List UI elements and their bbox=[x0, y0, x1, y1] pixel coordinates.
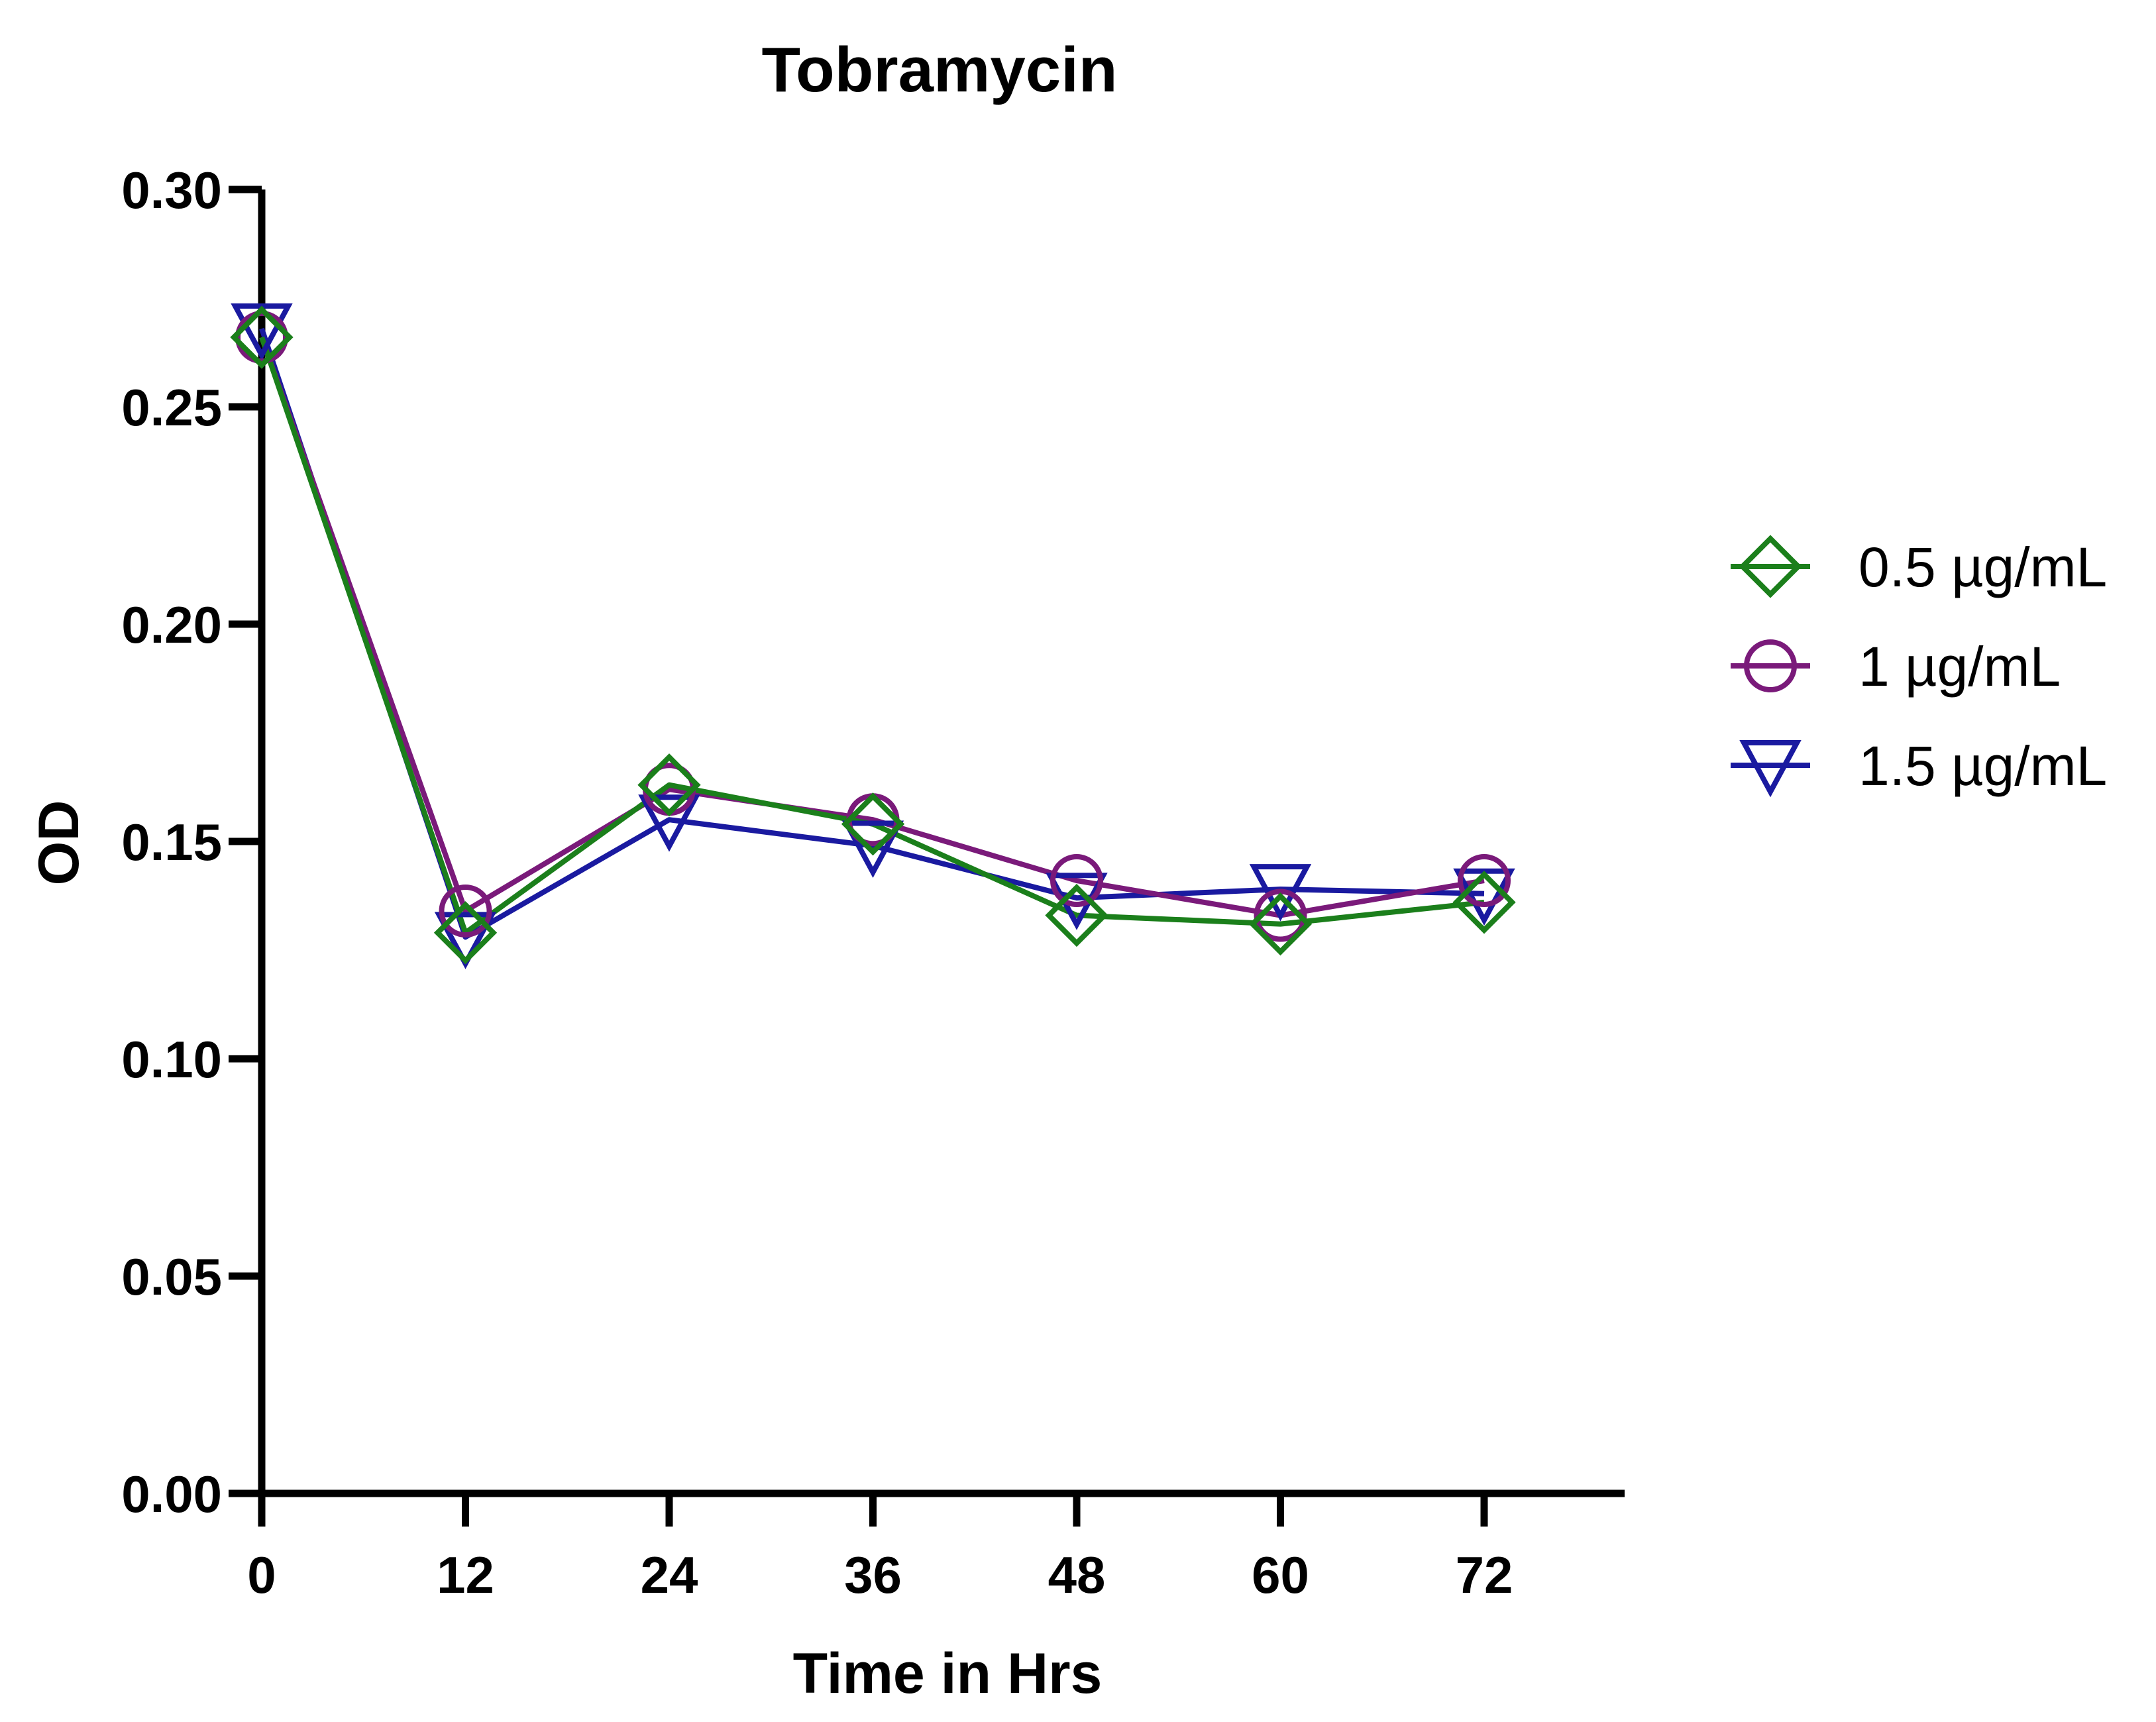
series-markers bbox=[230, 303, 1516, 969]
y-tick-label: 0.30 bbox=[121, 161, 222, 219]
data-point-series-2 bbox=[1050, 854, 1103, 908]
legend-marker bbox=[1739, 535, 1802, 598]
y-axis-label: OD bbox=[27, 800, 91, 886]
data-point-series-2 bbox=[439, 884, 492, 938]
legend: 0.5 µg/mL 1 µg/mL 1.5 µg/mL bbox=[1731, 535, 2107, 798]
x-axis: 0 12 24 36 48 60 72 bbox=[229, 1489, 1625, 1604]
x-tick-label: 12 bbox=[437, 1546, 494, 1604]
data-point-series-3 bbox=[434, 912, 497, 969]
x-ticks: 0 12 24 36 48 60 72 bbox=[247, 1493, 1513, 1604]
x-tick-label: 0 bbox=[247, 1546, 276, 1604]
series-line-2 bbox=[259, 336, 1485, 918]
legend-marker bbox=[1739, 740, 1802, 798]
data-point-series-1 bbox=[841, 792, 905, 856]
data-point-series-1 bbox=[230, 305, 294, 369]
data-point-series-1 bbox=[637, 753, 701, 817]
x-tick-label: 48 bbox=[1048, 1546, 1106, 1604]
y-tick-label: 0.10 bbox=[121, 1030, 222, 1089]
x-axis-label: Time in Hrs bbox=[793, 1642, 1103, 1705]
x-tick-label: 60 bbox=[1252, 1546, 1309, 1604]
chart-title: Tobramycin bbox=[762, 34, 1118, 105]
y-tick-label: 0.15 bbox=[121, 813, 222, 871]
data-point-series-1 bbox=[433, 901, 498, 965]
x-tick-label: 36 bbox=[844, 1546, 902, 1604]
data-point-series-2 bbox=[235, 311, 288, 364]
data-point-series-3 bbox=[1249, 864, 1312, 922]
data-point-series-1 bbox=[1045, 883, 1108, 947]
y-tick-label: 0.25 bbox=[121, 378, 222, 437]
legend-label: 0.5 µg/mL bbox=[1859, 536, 2107, 598]
y-ticks: 0.00 0.05 0.10 0.15 0.20 0.25 0.30 bbox=[121, 161, 262, 1523]
x-tick-label: 72 bbox=[1456, 1546, 1513, 1604]
legend-label: 1 µg/mL bbox=[1859, 635, 2061, 698]
legend-marker bbox=[1744, 639, 1797, 692]
legend-label: 1.5 µg/mL bbox=[1859, 735, 2107, 797]
y-axis: 0.00 0.05 0.10 0.15 0.20 0.25 0.30 bbox=[121, 161, 266, 1523]
y-tick-label: 0.05 bbox=[121, 1248, 222, 1306]
y-tick-label: 0.20 bbox=[121, 596, 222, 654]
x-tick-label: 24 bbox=[641, 1546, 698, 1604]
data-point-series-2 bbox=[1458, 854, 1511, 908]
data-point-series-2 bbox=[1254, 888, 1307, 942]
data-point-series-3 bbox=[841, 820, 904, 878]
data-point-series-1 bbox=[1248, 892, 1313, 956]
data-point-series-1 bbox=[1452, 871, 1516, 934]
y-tick-label: 0.00 bbox=[121, 1465, 222, 1523]
data-point-series-3 bbox=[638, 794, 700, 852]
